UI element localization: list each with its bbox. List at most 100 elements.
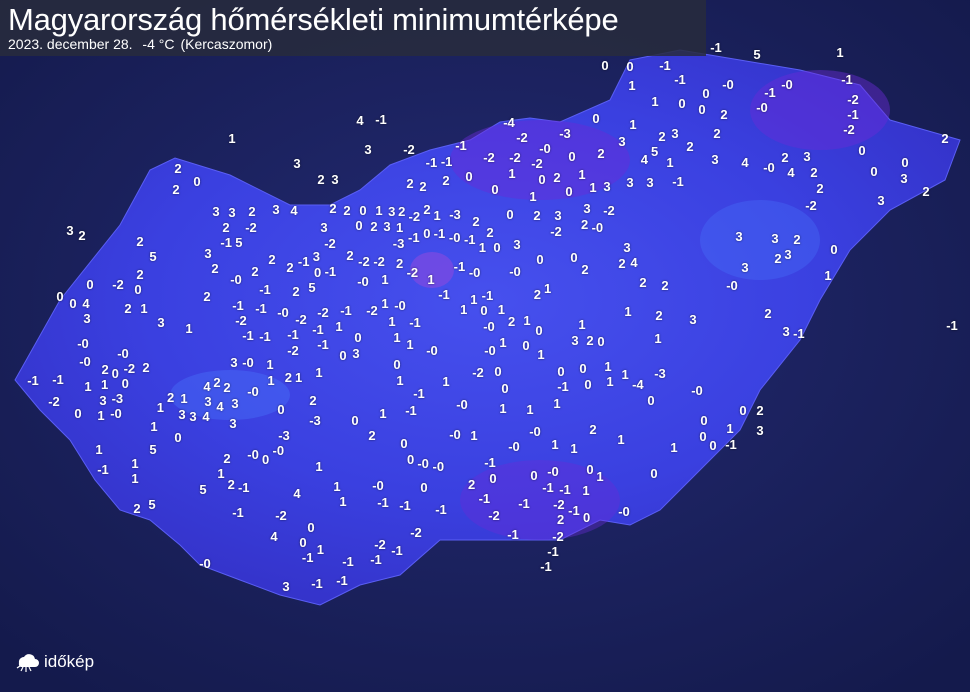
temperature-reading: 1 <box>427 272 435 287</box>
temperature-reading: 1 <box>140 301 148 316</box>
temperature-reading: 1 <box>624 304 632 319</box>
temperature-reading: 1 <box>266 357 274 372</box>
temperature-reading: 1 <box>629 117 637 132</box>
temperature-reading: 1 <box>621 367 629 382</box>
temperature-reading: 1 <box>97 407 105 423</box>
temperature-reading: 3 <box>352 346 360 361</box>
temperature-reading: 2 <box>655 308 663 323</box>
temperature-reading: -1 <box>540 559 552 575</box>
min-value: -4 °C <box>142 36 175 52</box>
temperature-reading: -1 <box>370 552 382 568</box>
temperature-reading: 0 <box>193 174 201 189</box>
temperature-reading: 1 <box>388 314 396 330</box>
temperature-reading: 3 <box>320 220 328 236</box>
temperature-reading: 2 <box>368 428 376 443</box>
temperature-reading: 0 <box>359 202 367 218</box>
temperature-reading: 2 <box>468 477 476 492</box>
temperature-reading: 0 <box>354 330 362 345</box>
temperature-reading: 0 <box>86 277 94 292</box>
idokep-logo[interactable]: időkép <box>16 651 94 673</box>
temperature-reading: -1 <box>220 234 232 250</box>
temperature-reading: 0 <box>314 265 322 280</box>
temperature-reading: -1 <box>484 455 496 471</box>
hungary-area <box>14 49 961 606</box>
temperature-reading: 0 <box>538 172 546 187</box>
temperature-reading: 0 <box>393 357 401 372</box>
temperature-reading: 1 <box>393 329 401 345</box>
temperature-reading: 2 <box>597 146 605 161</box>
temperature-reading: 3 <box>204 245 212 261</box>
temperature-reading: 4 <box>741 155 749 170</box>
temperature-reading: 1 <box>406 337 414 352</box>
temperature-reading: 1 <box>381 272 389 287</box>
temperature-reading: -1 <box>463 232 476 247</box>
temperature-reading: -2 <box>373 254 385 269</box>
temperature-reading: -1 <box>672 174 684 189</box>
temperature-reading: -0 <box>117 345 129 361</box>
temperature-reading: -1 <box>425 155 438 170</box>
temperature-reading: -1 <box>405 403 417 418</box>
temperature-reading: 0 <box>400 436 408 451</box>
temperature-reading: -1 <box>52 372 64 387</box>
temperature-reading: 1 <box>570 441 578 456</box>
temperature-reading: -3 <box>111 390 124 406</box>
temperature-reading: 3 <box>331 172 339 187</box>
temperature-reading: -2 <box>245 219 257 235</box>
temperature-reading: -1 <box>453 259 466 274</box>
temperature-reading: 1 <box>315 459 323 474</box>
temperature-reading: -3 <box>654 366 666 381</box>
temperature-reading: 4 <box>290 203 298 218</box>
temperature-reading: 3 <box>293 156 301 171</box>
temperature-reading: -0 <box>199 556 211 571</box>
temperature-reading: -1 <box>674 72 686 87</box>
temperature-reading: -4 <box>632 377 644 392</box>
temperature-reading: 3 <box>689 312 697 327</box>
temperature-reading: -1 <box>438 287 450 302</box>
temperature-reading: 2 <box>203 289 211 304</box>
temperature-reading: -0 <box>247 384 259 399</box>
temperature-reading: -0 <box>483 319 495 334</box>
temperature-reading: 1 <box>379 406 387 421</box>
temperature-reading: 1 <box>666 155 674 170</box>
temperature-reading: 2 <box>396 256 404 271</box>
temperature-reading: 3 <box>513 237 521 252</box>
temperature-reading: 0 <box>536 252 544 267</box>
temperature-reading: -0 <box>372 478 384 493</box>
temperature-reading: 1 <box>578 167 586 182</box>
temperature-reading: -0 <box>539 140 551 156</box>
temperature-reading: -3 <box>392 236 405 251</box>
temperature-reading: -2 <box>358 254 370 269</box>
temperature-reading: 0 <box>626 59 634 74</box>
temperature-reading: -1 <box>287 327 299 342</box>
temperature-reading: 2 <box>309 393 317 408</box>
temperature-reading: 2 <box>136 234 144 249</box>
temperature-reading: 0 <box>501 381 509 396</box>
temperature-reading: -2 <box>295 312 307 327</box>
temperature-reading: 0 <box>858 143 866 158</box>
temperature-reading: -1 <box>409 315 421 330</box>
temperature-reading: 1 <box>267 373 275 388</box>
temperature-reading: 1 <box>628 78 636 93</box>
temperature-reading: 3 <box>603 179 611 194</box>
temperature-reading: 2 <box>223 380 231 396</box>
temperature-reading: 0 <box>530 468 538 483</box>
temperature-reading: -2 <box>805 198 817 213</box>
temperature-reading: 0 <box>601 57 609 73</box>
temperature-reading: 2 <box>586 333 594 348</box>
temperature-reading: -1 <box>340 303 352 319</box>
temperature-reading: 2 <box>172 182 180 197</box>
temperature-reading: 0 <box>465 169 473 184</box>
temperature-reading: 0 <box>709 438 717 453</box>
temperature-reading: 5 <box>235 235 243 250</box>
temperature-reading: 3 <box>204 393 212 409</box>
temperature-reading: 1 <box>499 401 507 416</box>
temperature-reading: 4 <box>356 113 364 128</box>
temperature-reading: -1 <box>259 329 271 344</box>
temperature-reading: 3 <box>554 208 562 223</box>
temperature-reading: 0 <box>535 323 543 338</box>
temperature-reading: 1 <box>185 321 193 336</box>
temperature-reading: 3 <box>711 152 719 167</box>
min-location: (Kercaszomor) <box>180 36 273 52</box>
temperature-reading: 0 <box>423 226 431 241</box>
temperature-reading: -1 <box>518 496 530 511</box>
